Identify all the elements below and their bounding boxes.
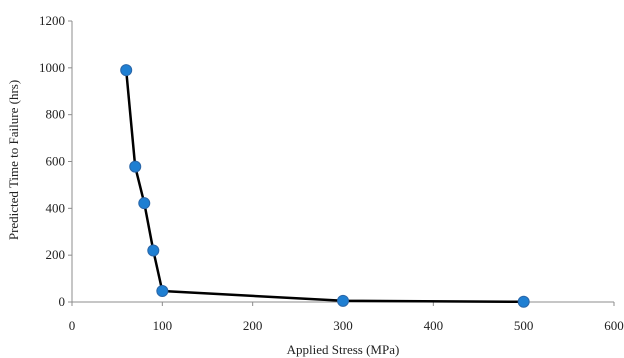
x-tick-label: 600 <box>604 318 624 333</box>
data-point <box>129 160 142 173</box>
data-point <box>156 284 169 297</box>
x-tick-label: 200 <box>243 318 263 333</box>
series-layer <box>120 64 530 308</box>
y-tick-label: 800 <box>46 107 66 122</box>
series-line <box>124 70 524 304</box>
data-point <box>138 197 151 210</box>
data-point <box>517 295 530 308</box>
x-tick-label: 300 <box>333 318 353 333</box>
axes <box>71 21 614 303</box>
y-tick-label: 1000 <box>39 60 65 75</box>
y-tick-label: 1200 <box>39 13 65 28</box>
y-tick-label: 0 <box>59 294 66 309</box>
data-point <box>120 64 133 77</box>
x-tick-label: 400 <box>424 318 444 333</box>
data-point <box>147 244 160 257</box>
x-tick-label: 100 <box>153 318 173 333</box>
data-point <box>337 294 349 307</box>
x-axis-title: Applied Stress (MPa) <box>287 342 400 357</box>
x-axis-ticks: 0 100 200 300 400 500 600 <box>69 302 624 333</box>
y-tick-label: 600 <box>46 154 66 169</box>
y-tick-label: 400 <box>46 200 66 215</box>
x-tick-label: 500 <box>514 318 534 333</box>
x-tick-label: 0 <box>69 318 76 333</box>
y-axis-ticks: 0 200 400 600 800 1000 1200 <box>39 13 72 309</box>
y-tick-label: 200 <box>46 247 66 262</box>
y-axis-title: Predicted Time to Failure (hrs) <box>6 80 21 240</box>
